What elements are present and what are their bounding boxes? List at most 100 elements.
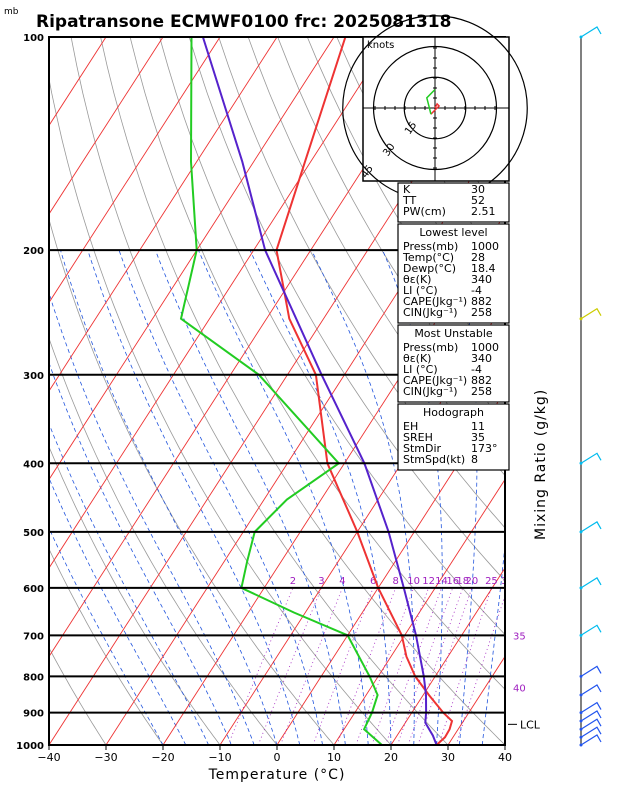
lowest-level-label: θε(K)	[403, 273, 431, 286]
temperature-axis-label: Temperature (°C)	[208, 767, 346, 783]
hodograph-stats-value: 11	[471, 420, 485, 433]
moist-adiabat	[60, 249, 278, 745]
isotherm	[49, 37, 278, 392]
hodograph-stats-value: 35	[471, 431, 485, 444]
wind-barb	[580, 684, 602, 696]
index-top-value: 2.51	[471, 205, 496, 218]
mixing-ratio-axis-label: Mixing Ratio (g/kg)	[533, 389, 549, 540]
isotherm	[49, 37, 392, 569]
wind-barb	[580, 726, 602, 738]
lowest-level-label: CIN(Jkg⁻¹)	[403, 306, 458, 319]
lowest-level-label: Dewp(°C)	[403, 262, 456, 275]
hodograph-stats-value: 8	[471, 453, 478, 466]
wind-barb	[580, 718, 602, 730]
mixing-ratio-label: 20	[466, 576, 479, 587]
pressure-tick-label: 100	[23, 33, 44, 44]
hodograph-trace-low	[430, 102, 441, 115]
index-top-label: K	[403, 183, 411, 196]
temperature-tick-label: 30	[441, 751, 455, 764]
most-unstable-label: CAPE(Jkg⁻¹)	[403, 374, 467, 387]
index-top-value: 52	[471, 194, 485, 207]
pressure-tick-label: 200	[23, 246, 44, 257]
hodograph-stats-label: EH	[403, 420, 418, 433]
wind-barb	[580, 734, 602, 746]
dry-adiabat	[514, 37, 618, 760]
dry-adiabat	[573, 37, 618, 760]
most-unstable-label: LI (°C)	[403, 363, 438, 376]
isotherm	[49, 37, 107, 127]
lowest-level-value: 1000	[471, 240, 499, 253]
lowest-level-label: Press(mb)	[403, 240, 458, 253]
index-top-frame	[397, 182, 510, 223]
mixing-ratio-label: 6	[370, 576, 376, 587]
wind-profile-column	[579, 26, 602, 747]
mixing-ratio-label: 14	[435, 576, 448, 587]
mixing-ratio-line	[227, 587, 294, 745]
mixing-ratio-label: 16	[446, 576, 459, 587]
dewpoint-profile	[179, 37, 383, 745]
lowest-level-value: -4	[471, 284, 482, 297]
temperature-tick-label: 10	[327, 751, 341, 764]
temperature-tick-label: −20	[151, 751, 174, 764]
dry-adiabat	[49, 647, 107, 745]
dry-adiabat	[100, 37, 505, 745]
moist-adiabat	[49, 422, 209, 745]
mixing-ratio-label: 25	[485, 576, 498, 587]
pressure-tick-label: 800	[23, 672, 44, 683]
pressure-tick-label: 900	[23, 709, 44, 720]
mixing-ratio-label: 10	[407, 576, 420, 587]
pressure-tick-label: 300	[23, 371, 44, 382]
temperature-tick-label: 40	[498, 751, 512, 764]
isotherm	[162, 213, 505, 745]
most-unstable-value: 340	[471, 352, 492, 365]
pressure-unit-label: mb	[4, 7, 19, 17]
wind-barb	[580, 521, 602, 533]
pressure-tick-label: 600	[23, 584, 44, 595]
dry-adiabat	[247, 37, 505, 477]
lowest-level-value: 28	[471, 251, 485, 264]
temperature-tick-label: −10	[208, 751, 231, 764]
moist-adiabat	[481, 542, 505, 745]
pressure-tick-label: 700	[23, 631, 44, 642]
mixing-ratio-label: 3	[318, 576, 324, 587]
index-top-label: PW(cm)	[403, 205, 446, 218]
most-unstable-value: 1000	[471, 341, 499, 354]
mixing-ratio-label: 30	[501, 576, 514, 587]
most-unstable-heading: Most Unstable	[414, 327, 493, 340]
lowest-level-heading: Lowest level	[419, 226, 487, 239]
mixing-ratio-label: 12	[422, 576, 435, 587]
hodograph-stats-label: StmDir	[403, 442, 442, 455]
most-unstable-value: -4	[471, 363, 482, 376]
wind-barb	[580, 665, 602, 677]
hodograph-stats-label: SREH	[403, 431, 433, 444]
lowest-level-value: 18.4	[471, 262, 496, 275]
dry-adiabat	[218, 37, 505, 529]
index-top-label: TT	[402, 194, 417, 207]
wind-barb	[580, 577, 602, 589]
temperature-tick-label: 20	[384, 751, 398, 764]
most-unstable-label: Press(mb)	[403, 341, 458, 354]
hodograph-unit-label: knots	[367, 40, 394, 51]
dry-adiabat	[159, 37, 505, 636]
wind-barb	[580, 307, 602, 320]
mixing-ratio-line	[407, 587, 464, 745]
dry-adiabat	[49, 548, 164, 745]
isotherm	[49, 37, 164, 215]
moist-adiabat	[49, 477, 187, 745]
most-unstable-value: 258	[471, 385, 492, 398]
hodograph-stats-heading: Hodograph	[423, 406, 484, 419]
wind-barb	[580, 26, 602, 38]
lcl-label: LCL	[520, 718, 541, 731]
isotherm	[49, 37, 335, 481]
lowest-level-label: LI (°C)	[403, 284, 438, 297]
moist-adiabat	[198, 249, 369, 745]
pressure-tick-label: 1000	[16, 741, 44, 752]
index-top-value: 30	[471, 183, 485, 196]
chart-title: Ripatransone ECMWF0100 frc: 2025081318	[36, 12, 451, 32]
pressure-tick-label: 500	[23, 528, 44, 539]
hodograph-ring	[403, 76, 467, 140]
